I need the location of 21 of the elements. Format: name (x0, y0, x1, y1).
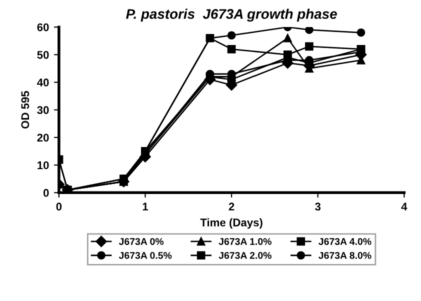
x-tick-label: 4 (401, 202, 408, 210)
y-tick-label: 20 (37, 134, 49, 142)
legend-label: J673A 8.0% (318, 252, 372, 259)
legend-label: J673A 1.0% (218, 238, 272, 245)
y-tick-label: 40 (37, 78, 49, 86)
y-tick-label: 0 (43, 188, 49, 197)
x-axis-title: Time (Days) (200, 218, 262, 229)
chart-title: P. pastoris J673A growth phase (126, 8, 337, 22)
y-tick-label: 60 (37, 23, 49, 32)
y-axis-title: OD 595 (21, 91, 30, 129)
y-tick-label: 10 (38, 161, 49, 170)
legend-label: J673A 2.0% (218, 252, 272, 259)
x-tick-label: 3 (315, 202, 321, 211)
x-tick-label: 0 (56, 202, 62, 211)
legend-label: J673A 0.5% (118, 252, 172, 259)
legend-label: J673A 4.0% (318, 238, 372, 245)
x-tick-label: 1 (142, 202, 148, 210)
x-tick-label: 2 (228, 202, 234, 210)
legend-label: J673A 0% (118, 238, 164, 245)
y-tick-label: 50 (37, 50, 49, 59)
y-tick-label: 30 (37, 106, 49, 114)
